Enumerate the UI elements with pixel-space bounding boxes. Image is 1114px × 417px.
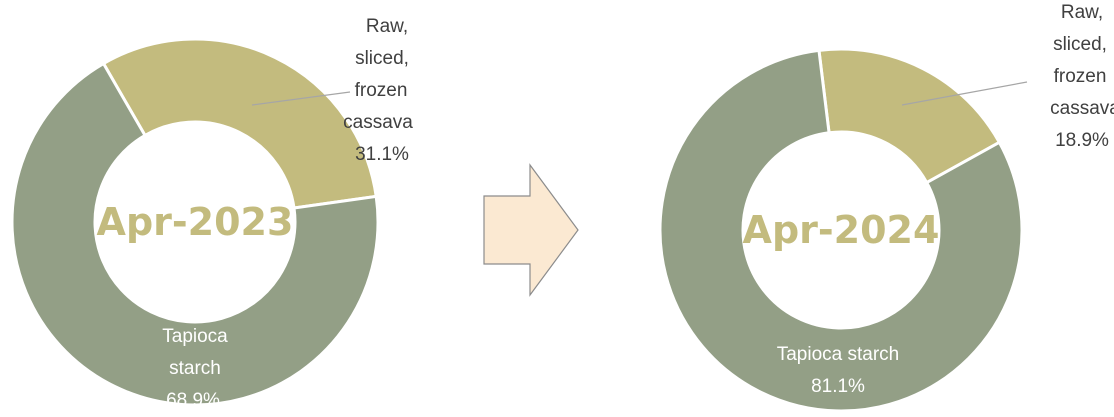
slice-label-line: cassava (1050, 98, 1114, 119)
slice-label-line: Tapioca (162, 326, 228, 347)
slice-label-line: cassava (343, 112, 413, 133)
leader-line (251, 91, 351, 106)
slice-percentage-label: 18.9% (1055, 130, 1109, 151)
leader-line (901, 81, 1028, 106)
slice-percentage-label: 68.9% (166, 390, 220, 411)
slice-label-line: Raw, (366, 16, 408, 37)
donut-slice-raw-cassava (817, 47, 1002, 185)
slice-label-line: frozen (355, 80, 408, 101)
donut-center-label: Apr-2024 (743, 208, 940, 252)
slice-label-line: sliced, (355, 48, 409, 69)
right-arrow-icon (483, 163, 579, 297)
slice-label-line: frozen (1054, 66, 1107, 87)
slice-label-line: starch (169, 358, 221, 379)
slice-label-line: Tapioca starch (777, 344, 900, 365)
donut-chart-apr-2024: Raw, sliced, frozen cassava 18.9% Tapioca sta… (658, 2, 1114, 413)
slice-label-line: sliced, (1053, 34, 1107, 55)
donut-slice-tapioca-starch (658, 48, 1024, 413)
donut-chart-apr-2023: Raw, sliced, frozen cassava 31.1% Tapioca star… (10, 16, 413, 411)
donut-slice-raw-cassava (101, 37, 378, 210)
slice-label-line: Raw, (1061, 2, 1103, 23)
slice-percentage-label: 81.1% (811, 376, 865, 397)
slice-percentage-label: 31.1% (355, 144, 409, 165)
donut-center-label: Apr-2023 (97, 200, 294, 244)
donut-slice-tapioca-starch (10, 61, 380, 407)
